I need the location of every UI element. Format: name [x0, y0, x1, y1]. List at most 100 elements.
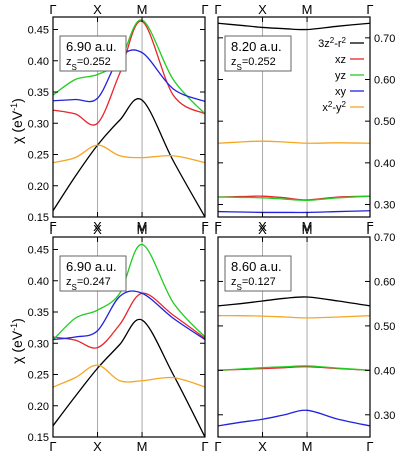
series-line-yz — [217, 195, 371, 202]
y-tick-label: 0.45 — [28, 245, 49, 257]
legend-label-part: 3z — [318, 38, 330, 50]
y-tick-label: 0.60 — [374, 75, 395, 87]
x-tick-label-top: M — [137, 222, 148, 237]
chart-panel-3: 0.150.200.250.300.350.400.45ΓΓXXMMΓΓ6.90… — [28, 222, 209, 454]
x-tick-label-top: X — [93, 222, 102, 237]
y-tick-label: 0.30 — [374, 200, 395, 212]
y-tick-label: 0.30 — [374, 410, 395, 422]
series-line-3z2-r2 — [52, 98, 206, 218]
series-line-x2-y2 — [52, 144, 206, 164]
legend-label-part: 2 — [330, 36, 335, 45]
x-tick-label: Γ — [49, 219, 56, 234]
annotation-zs-prefix: z — [231, 56, 237, 68]
x-tick-label: M — [137, 219, 148, 234]
annotation-box — [59, 255, 127, 292]
y-tick-label: 0.25 — [28, 370, 49, 382]
annotation-zs-subscript: S — [237, 283, 242, 292]
x-tick-label: Γ — [201, 219, 208, 234]
y-axis-title-close-2: ) — [9, 318, 25, 323]
x-tick-label: Γ — [366, 219, 373, 234]
legend-label-xy: xy — [335, 86, 347, 98]
annotation-box — [224, 255, 292, 292]
legend-label-part: xy — [335, 86, 347, 98]
annotation-zs: zS=0.252 — [231, 56, 276, 72]
annotation-zs-value: =0.127 — [242, 276, 276, 288]
annotation-distance: 6.90 a.u. — [66, 259, 117, 274]
x-tick-label-top: Γ — [49, 2, 56, 17]
annotation-zs-value: =0.252 — [77, 56, 111, 68]
panels: 0.150.200.250.300.350.400.45ΓΓXXMMΓΓ6.90… — [28, 2, 396, 454]
annotation-zs-prefix: z — [231, 276, 237, 288]
annotation-distance: 8.20 a.u. — [231, 39, 282, 54]
annotation-zs-subscript: S — [237, 63, 242, 72]
series-line-x2-y2 — [52, 364, 206, 388]
x-tick-label: X — [93, 439, 102, 454]
annotation-box — [59, 35, 127, 72]
series-line-xy — [217, 210, 371, 214]
series-line-yz — [217, 365, 371, 371]
series-line-x2-y2 — [217, 314, 371, 319]
y-tick-label: 0.15 — [28, 212, 49, 224]
plot-frame — [52, 16, 206, 218]
y-tick-label: 0.20 — [28, 401, 49, 413]
y-tick-label: 0.40 — [374, 158, 395, 170]
series-line-xy — [52, 290, 206, 341]
y-tick-label: 0.40 — [28, 56, 49, 68]
y-tick-label: 0.30 — [28, 118, 49, 130]
annotation-zs: zS=0.252 — [66, 56, 111, 72]
annotation-zs: zS=0.247 — [66, 276, 111, 292]
y-tick-label: 0.70 — [374, 232, 395, 244]
x-tick-label-top: Γ — [366, 222, 373, 237]
x-tick-label-top: Γ — [214, 2, 221, 17]
annotation-zs: zS=0.127 — [231, 276, 276, 292]
annotation-zs-value: =0.247 — [77, 276, 111, 288]
annotation-zs-subscript: S — [72, 283, 77, 292]
series-line-yz — [52, 243, 206, 341]
x-tick-label: Γ — [214, 439, 221, 454]
annotation-zs-subscript: S — [72, 63, 77, 72]
x-tick-label: X — [258, 219, 267, 234]
legend-label-x2-y2: x2-y2 — [322, 100, 346, 115]
x-tick-label-top: M — [302, 2, 313, 17]
y-tick-label: 0.30 — [28, 338, 49, 350]
x-tick-label: Γ — [366, 439, 373, 454]
y-tick-label: 0.25 — [28, 150, 49, 162]
series-line-xz — [217, 195, 371, 201]
y-tick-label: 0.50 — [374, 321, 395, 333]
y-tick-label: 0.15 — [28, 432, 49, 444]
x-tick-label: Γ — [49, 439, 56, 454]
x-tick-label-top: M — [302, 222, 313, 237]
y-tick-label: 0.45 — [28, 25, 49, 37]
series-line-x2-y2 — [217, 140, 371, 144]
x-tick-label: Γ — [214, 219, 221, 234]
series-line-3z2-r2 — [217, 296, 371, 307]
annotation-distance: 6.90 a.u. — [66, 39, 117, 54]
y-tick-label: 0.35 — [28, 307, 49, 319]
x-tick-label-top: Γ — [49, 222, 56, 237]
x-tick-label-top: X — [258, 222, 267, 237]
x-tick-label: X — [258, 439, 267, 454]
series-line-xz — [52, 292, 206, 349]
annotation-distance: 8.60 a.u. — [231, 259, 282, 274]
y-tick-label: 0.40 — [374, 365, 395, 377]
annotation-zs-value: =0.252 — [242, 56, 276, 68]
y-axis-title-sup: -1 — [9, 103, 19, 111]
x-tick-label: X — [93, 219, 102, 234]
x-tick-label: M — [137, 439, 148, 454]
x-tick-label: M — [302, 219, 313, 234]
y-tick-label: 0.60 — [374, 276, 395, 288]
y-axis-title-sup-2: -1 — [9, 323, 19, 331]
legend-label-part: 2 — [342, 36, 347, 45]
y-tick-label: 0.70 — [374, 33, 395, 45]
x-tick-label-top: Γ — [201, 2, 208, 17]
legend-label-part: yz — [335, 70, 346, 82]
legend-label-part: x — [322, 102, 328, 114]
legend-label-part: 2 — [328, 100, 333, 109]
plot-frame — [52, 236, 206, 438]
y-axis-title-close: ) — [9, 98, 25, 103]
legend-label-part: -r — [334, 38, 342, 50]
chart-panel-2: 0.30 0.40 0.50 0.60 0.70 Γ Γ X X M M Γ Γ 8.20 a.u. zS=… — [214, 2, 395, 234]
y-axis-title-main: χ (eV — [9, 110, 25, 144]
x-tick-label: M — [302, 439, 313, 454]
